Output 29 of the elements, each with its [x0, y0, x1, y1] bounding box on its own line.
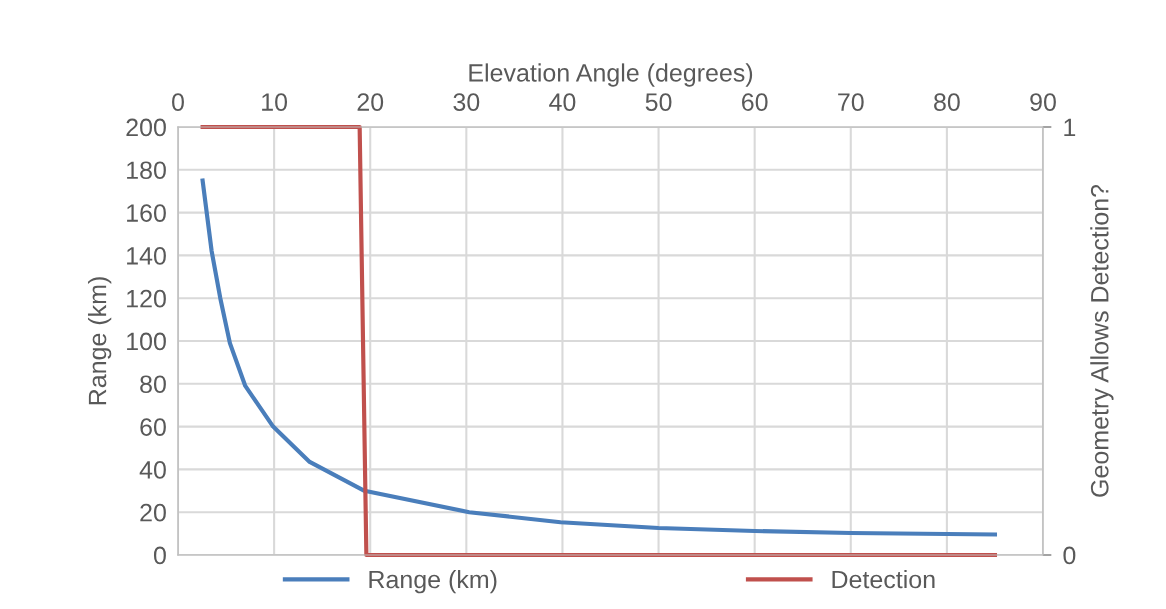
y2-axis-title: Geometry Allows Detection?: [1090, 184, 1114, 497]
x-tick-label: 40: [549, 93, 576, 111]
y2-tick-label: 0: [1063, 546, 1076, 565]
x-tick-label: 20: [357, 93, 384, 111]
x-tick-label: 50: [645, 93, 672, 111]
x-tick-label: 60: [742, 93, 768, 111]
x-tick-label: 80: [934, 93, 960, 111]
y-tick-label: 140: [127, 247, 166, 265]
y-tick-label: 200: [126, 118, 166, 137]
x-tick-label: 10: [262, 93, 288, 111]
y-tick-label: 20: [140, 503, 166, 522]
y-tick-label: 100: [127, 332, 166, 351]
y-tick-label: 0: [153, 546, 166, 565]
y-tick-label: 60: [140, 418, 166, 436]
x-tick-label: 0: [172, 93, 184, 111]
y-tick-label: 120: [127, 289, 166, 308]
x-tick-label: 30: [453, 93, 480, 111]
y-tick-label: 180: [127, 161, 166, 180]
legend-label: Detection: [832, 570, 935, 589]
y2-tick-label: 1: [1064, 118, 1076, 137]
y-axis-title: Range (km): [87, 277, 112, 405]
x-tick-label: 90: [1030, 93, 1056, 111]
y-tick-label: 160: [127, 204, 166, 222]
legend-label: Range (km): [369, 570, 497, 594]
x-axis-title: Elevation Angle (degrees): [469, 63, 753, 87]
y-tick-label: 80: [140, 375, 166, 394]
x-tick-label: 70: [838, 93, 864, 111]
y-tick-label: 40: [139, 461, 166, 479]
line-series: [200, 178, 998, 537]
